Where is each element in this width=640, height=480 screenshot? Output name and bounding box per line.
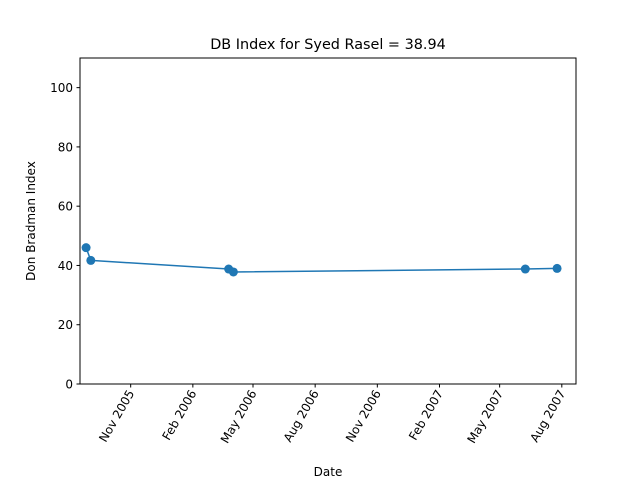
y-tick-label: 80 — [58, 140, 73, 154]
y-tick-label: 100 — [50, 81, 73, 95]
y-tick-label: 60 — [58, 200, 73, 214]
data-point — [86, 255, 96, 265]
data-point — [552, 263, 562, 273]
chart-title: DB Index for Syed Rasel = 38.94 — [210, 37, 446, 53]
y-axis-label: Don Bradman Index — [24, 161, 38, 281]
y-tick-label: 20 — [58, 318, 73, 332]
data-point — [81, 243, 91, 253]
x-axis-label: Date — [314, 465, 343, 479]
axes-frame — [79, 57, 577, 385]
data-point — [520, 264, 530, 274]
y-tick-label: 0 — [65, 378, 73, 392]
data-point — [228, 267, 238, 277]
y-tick-label: 40 — [58, 259, 73, 273]
